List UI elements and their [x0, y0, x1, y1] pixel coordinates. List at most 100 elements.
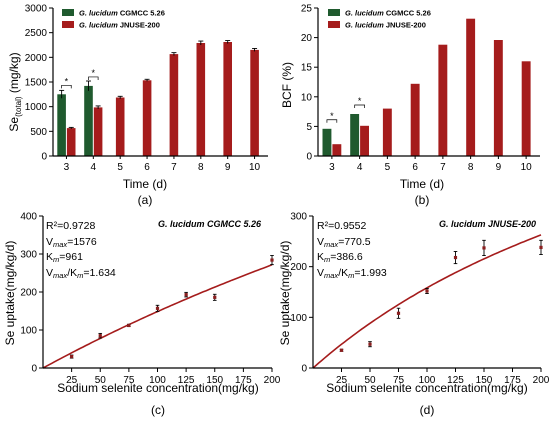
panel-c-ytick-label-100: 100	[20, 326, 37, 337]
panel-b-bar-jnuse-10	[521, 61, 531, 156]
panel-a-ytick-label-1000: 1000	[25, 102, 48, 113]
panel-c-ytick-label-0: 0	[31, 364, 37, 375]
panel-b-xlabel: Time (d)	[400, 177, 444, 191]
panel-b-xtick-label-5: 5	[385, 162, 391, 173]
panel-c-ytick-label-200: 200	[20, 288, 37, 299]
panel-c-vmax-sub: max	[53, 240, 67, 249]
panel-a-ytick-label-0: 0	[41, 152, 47, 163]
panel-c-point-125	[184, 293, 188, 297]
panel-a-legend: G. lucidum CGMCC 5.26 G. lucidum JNUSE-2…	[62, 9, 165, 30]
panel-a-xlabel: Time (d)	[123, 177, 167, 191]
panel-b-bar-jnuse-8	[466, 18, 476, 157]
panel-a-sig-star-3: *	[65, 76, 69, 86]
panel-b-bar-jnuse-6	[410, 83, 420, 156]
panel-d-point-75	[396, 311, 401, 315]
panel-a-ylabel-sub: (total)	[14, 96, 23, 117]
panel-b-xtick-label-7: 7	[440, 162, 446, 173]
panel-c-xtick-label-50: 50	[95, 375, 107, 386]
panel-a-xtick-label-3: 3	[64, 162, 70, 173]
panel-a-sig-bracket-3	[61, 84, 72, 89]
panel-d-xtick-label-50: 50	[364, 375, 376, 386]
panel-a-sig-bracket-4	[88, 76, 99, 80]
panel-c-xtick-label-25: 25	[66, 375, 78, 386]
panel-b-bar-cgmcc-3	[322, 128, 332, 156]
panel-a-bar-jnuse-8	[196, 43, 206, 156]
panel-c: 0 100 200 300 400 25 50 75 100 125 150 175 200 Se up…	[3, 212, 281, 418]
panel-b-tag: (b)	[415, 193, 430, 207]
panel-d-ratio-k: /K	[338, 267, 348, 279]
legend-b-1-rest: CGMCC 5.26	[384, 9, 431, 18]
panel-c-vmax-val: =1576	[67, 236, 97, 248]
legend-label-1: G. lucidum CGMCC 5.26	[79, 9, 165, 18]
panel-c-ylabel: Se uptake(mg/kg/d)	[3, 241, 17, 346]
panel-d-tag: (d)	[420, 403, 435, 417]
panel-a-bar-jnuse-7	[169, 54, 179, 156]
panel-b-sig-bracket-3	[326, 119, 338, 123]
panel-d-ytick-label-100: 100	[290, 313, 307, 324]
panel-c-stats: R²=0.9728 Vmax=1576 Km=961 Vmax/Km=1.634	[46, 220, 116, 280]
legend-1-rest: CGMCC 5.26	[118, 9, 165, 18]
panel-c-xtick-label-75: 75	[123, 375, 135, 386]
panel-a-ylabel: Se(total) (mg/kg)	[7, 52, 23, 131]
panel-c-axes: 0 100 200 300 400 25 50 75 100 125 150 175 200	[20, 212, 280, 387]
panel-b-xtick-label-8: 8	[468, 162, 474, 173]
panel-c-ratio-val: =1.634	[83, 267, 116, 279]
panel-c-point-200	[270, 258, 274, 262]
panel-d-point-50	[368, 342, 372, 346]
panel-a-xtick-label-4: 4	[91, 162, 97, 173]
panel-d-xtick-label-175: 175	[504, 375, 521, 386]
panel-d-ytick-label-300: 300	[290, 212, 307, 223]
panel-c-ytick-label-400: 400	[20, 212, 37, 223]
panel-b-ytick-label-10: 10	[301, 92, 313, 103]
panel-b-bars: **	[322, 18, 531, 157]
panel-c-xtick-label-200: 200	[264, 375, 281, 386]
panel-a-bar-jnuse-3	[66, 128, 76, 156]
panel-d-species: G. lucidum JNUSE-200	[439, 219, 536, 229]
panel-b-ylabel: BCF (%)	[280, 62, 294, 108]
panel-d-km-k: K	[317, 251, 324, 263]
panel-d: 0 100 200 300 25 50 75 100 125 150 175 200 Se uptak…	[278, 212, 550, 418]
panel-b-bar-jnuse-7	[438, 44, 448, 157]
legend-1-italic: G. lucidum	[79, 9, 118, 18]
panel-a-bar-jnuse-6	[142, 80, 152, 156]
panel-d-ratio-val: =1.993	[354, 267, 387, 279]
panel-c-point-150	[213, 295, 217, 299]
panel-b-ytick-label-20: 20	[301, 33, 313, 44]
panel-c-ratio-ksub: m	[77, 271, 83, 280]
legend-2-italic: G. lucidum	[79, 21, 118, 30]
panel-b-sig-star-3: *	[330, 111, 334, 121]
panel-d-stats: R²=0.9552 Vmax=770.5 Km=386.6 Vmax/Km=1.…	[317, 220, 387, 280]
panel-d-xtick-label-125: 125	[447, 375, 464, 386]
panel-c-ratio: Vmax/Km=1.634	[46, 267, 116, 280]
panel-c-point-100	[155, 306, 160, 310]
panel-a-bars: **	[57, 40, 259, 156]
panel-c-xtick-label-150: 150	[206, 375, 223, 386]
panel-a-bar-jnuse-5	[115, 97, 125, 156]
legend-2-rest: JNUSE-200	[118, 21, 160, 30]
panel-d-ratio: Vmax/Km=1.993	[317, 267, 387, 280]
panel-b-bar-cgmcc-4	[350, 114, 360, 156]
panel-c-tag: (c)	[151, 403, 165, 417]
panel-c-km-val: =961	[59, 251, 83, 263]
panel-a-xtick-label-8: 8	[198, 162, 204, 173]
panel-b-bar-jnuse-4	[360, 125, 369, 156]
panel-d-ytick-label-200: 200	[290, 262, 307, 273]
panel-d-point-100	[425, 289, 429, 293]
legend-swatch-red	[62, 21, 74, 28]
panel-d-vmax-val: =770.5	[338, 236, 371, 248]
panel-d-point-200	[539, 245, 543, 250]
panel-d-xtick-label-150: 150	[476, 375, 493, 386]
panel-d-plot	[312, 234, 543, 369]
panel-b-ytick-label-5: 5	[306, 122, 312, 133]
panel-d-km-sub: m	[324, 255, 330, 264]
panel-c-fit-curve	[42, 264, 273, 369]
panel-b-ytick-label-25: 25	[301, 4, 313, 15]
panel-c-km: Km=961	[46, 251, 83, 264]
panel-a-bar-cgmcc-4	[84, 85, 93, 156]
panel-b-legend: G. lucidum CGMCC 5.26 G. lucidum JNUSE-2…	[328, 9, 431, 30]
panel-c-r2: R²=0.9728	[46, 220, 95, 232]
panel-b-xtick-label-3: 3	[329, 162, 335, 173]
panel-a-bar-jnuse-9	[223, 42, 232, 156]
panel-c-ratio-vsub: max	[53, 271, 67, 280]
